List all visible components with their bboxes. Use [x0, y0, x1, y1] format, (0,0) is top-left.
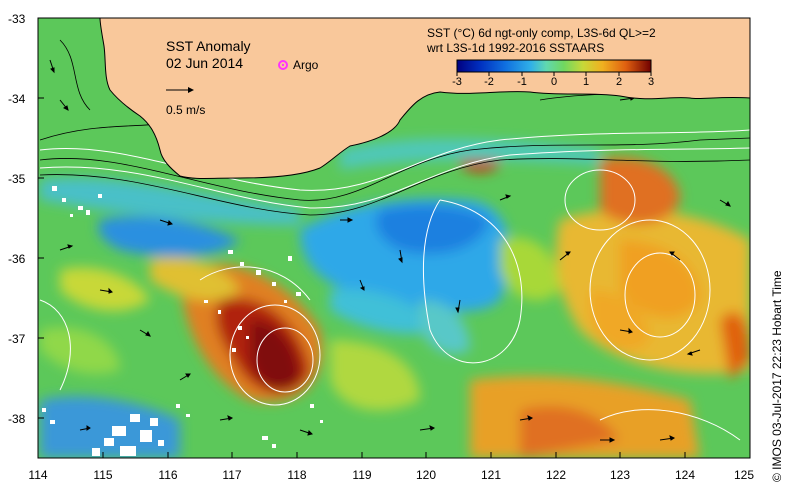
argo-marker-icon	[278, 60, 288, 70]
colorbar-tick: -3	[452, 76, 462, 88]
x-tick-label: 119	[352, 468, 372, 482]
missing-data	[42, 186, 323, 456]
anomaly-field	[40, 138, 750, 458]
colorbar-tick: -1	[517, 76, 527, 88]
x-tick-label: 124	[674, 468, 696, 482]
y-tick-label: -38	[8, 412, 26, 426]
colorbar-tick: 2	[615, 76, 623, 88]
colorbar	[456, 59, 652, 76]
x-tick-label: 115	[93, 468, 113, 482]
tick-marks	[37, 17, 751, 458]
y-tick-label: -37	[8, 332, 26, 346]
y-tick-label: -33	[8, 12, 26, 26]
plot-frame	[37, 17, 751, 459]
y-tick-label: -34	[8, 92, 26, 106]
colorbar-tick: 0	[550, 76, 558, 88]
map-title: SST Anomaly	[166, 38, 251, 54]
velocity-arrows	[49, 59, 731, 443]
velocity-scale-arrow	[166, 87, 194, 93]
x-tick-label: 120	[415, 468, 437, 482]
colorbar-tick: 1	[582, 76, 590, 88]
x-tick-label: 125	[733, 468, 755, 482]
x-tick-label: 114	[28, 468, 48, 482]
x-tick-label: 121	[480, 468, 502, 482]
x-tick-label: 122	[545, 468, 567, 482]
map-plot-area	[38, 18, 750, 458]
x-tick-label: 123	[609, 468, 631, 482]
colorbar-tick: 3	[647, 76, 655, 88]
y-tick-label: -36	[8, 252, 26, 266]
argo-legend-label: Argo	[293, 58, 319, 72]
colorbar-gradient	[456, 59, 652, 73]
x-tick-label: 118	[287, 468, 307, 482]
colorbar-tick: -2	[484, 76, 494, 88]
x-tick-label: 116	[158, 468, 178, 482]
imos-credit: © IMOS 03-Jul-2017 22:23 Hobart Time	[770, 270, 784, 482]
velocity-scale-label: 0.5 m/s	[166, 103, 206, 117]
map-date: 02 Jun 2014	[166, 55, 244, 71]
land-mass	[99, 18, 750, 179]
colorbar-title-line1: SST (°C) 6d ngt-only comp, L3S-6d QL>=2	[427, 26, 656, 40]
ssh-contours	[39, 129, 750, 441]
y-tick-label: -35	[8, 172, 26, 186]
x-tick-label: 117	[222, 468, 242, 482]
colorbar-title-line2: wrt L3S-1d 1992-2016 SSTAARS	[427, 41, 605, 55]
